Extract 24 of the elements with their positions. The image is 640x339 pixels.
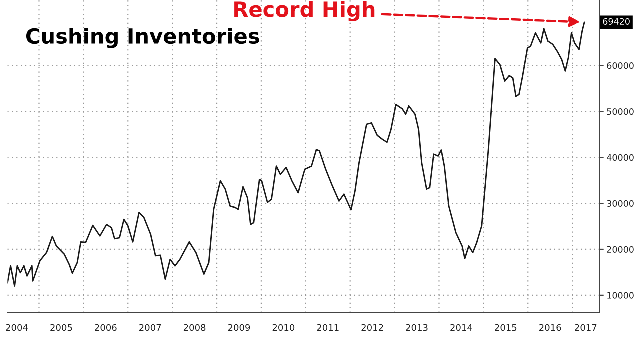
x-tick-label: 2017 — [575, 324, 597, 332]
x-tick-label: 2012 — [362, 324, 384, 332]
x-tick-label: 2015 — [495, 324, 517, 332]
y-tick-label: 50000 — [607, 108, 634, 116]
x-tick-label: 2011 — [317, 324, 339, 332]
y-tick-label: 10000 — [608, 292, 634, 299]
y-tick-label: 40000 — [607, 154, 634, 162]
x-tick-label: 2004 — [6, 324, 28, 332]
x-tick-label: 2016 — [540, 324, 562, 332]
x-tick-label: 2005 — [50, 324, 72, 332]
x-tick-label: 2010 — [272, 324, 295, 332]
y-tick-label: 60000 — [607, 62, 634, 70]
x-tick-label: 2009 — [228, 324, 250, 332]
x-tick-label: 2006 — [95, 324, 117, 332]
x-tick-label: 2014 — [450, 324, 472, 332]
line-series — [8, 22, 586, 287]
x-tick-label: 2007 — [140, 324, 162, 332]
y-tick-label: 20000 — [607, 246, 634, 253]
annotation: 69420 — [603, 18, 630, 25]
text: Cushing Inventories — [26, 28, 260, 48]
x-tick-label: 2008 — [184, 324, 206, 332]
x-tick-label: 2013 — [406, 324, 428, 332]
annotation: Record High — [234, 1, 375, 22]
y-tick-label: 30000 — [607, 200, 634, 207]
